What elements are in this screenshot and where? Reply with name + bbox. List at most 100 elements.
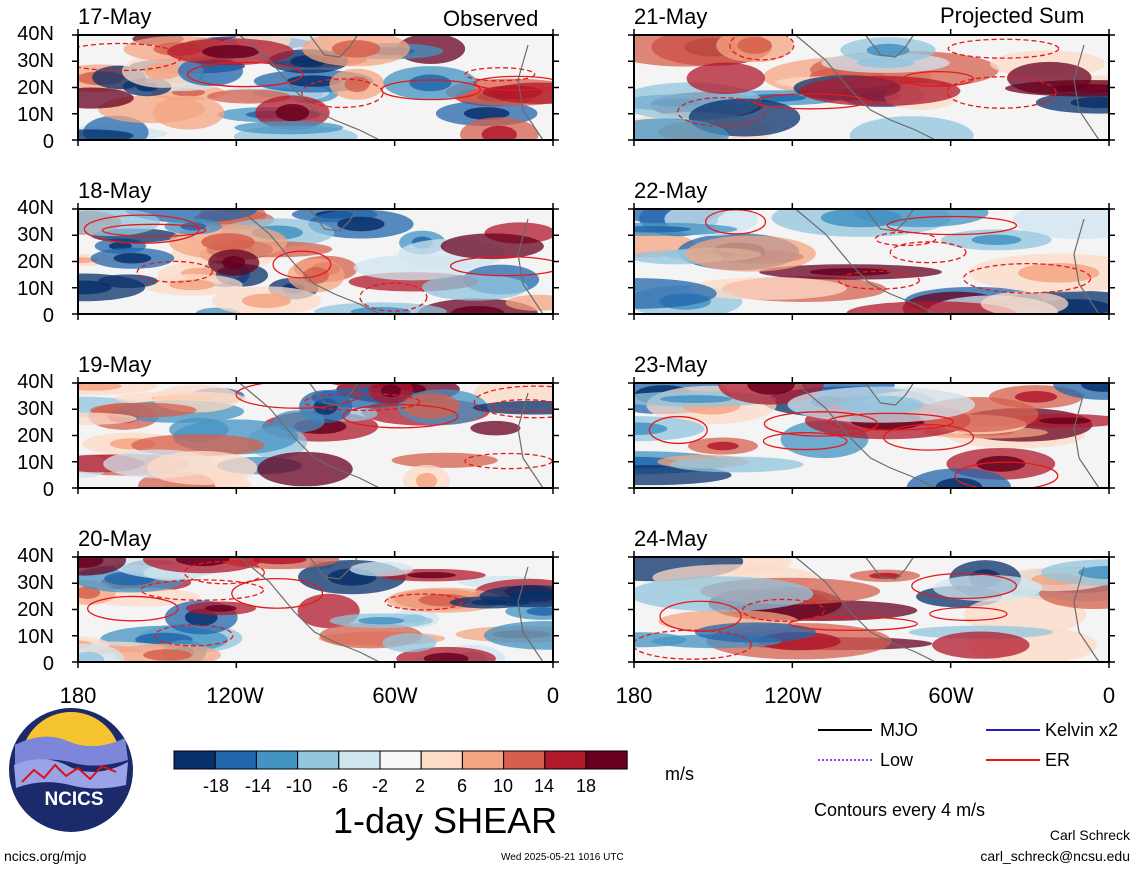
er-contour xyxy=(384,593,463,611)
er-contour xyxy=(886,215,1018,236)
lat-label: 30N xyxy=(17,398,54,420)
panel-date-20-may: 20-May xyxy=(78,526,152,551)
lat-label: 20N xyxy=(17,77,54,99)
lat-label: 10N xyxy=(17,104,54,126)
er-contour xyxy=(78,42,182,72)
er-contour xyxy=(648,415,708,445)
shear-panel xyxy=(78,209,553,314)
colorbar-swatch xyxy=(420,750,463,770)
colorbar-tick: 14 xyxy=(533,776,555,796)
er-contour xyxy=(911,572,1018,600)
colorbar-tick: -10 xyxy=(285,776,313,796)
coastline xyxy=(1073,566,1100,662)
coastline xyxy=(865,383,914,406)
coastline xyxy=(865,35,914,58)
coastline xyxy=(239,383,380,488)
lat-label: 10N xyxy=(17,278,54,300)
er-contour xyxy=(677,96,766,127)
er-contour xyxy=(183,560,265,585)
figure-title: 1-day SHEAR xyxy=(333,800,558,841)
lat-label: 30N xyxy=(17,50,54,72)
coastline xyxy=(239,557,380,662)
er-contour xyxy=(303,392,421,412)
er-contour xyxy=(342,403,459,429)
er-contour xyxy=(788,616,918,632)
projected-header: Projected Sum xyxy=(940,3,1085,28)
legend-label-kelvin: Kelvin x2 xyxy=(1045,720,1119,740)
colorbar-tick: -14 xyxy=(244,776,272,796)
er-contour xyxy=(301,78,384,109)
coastline xyxy=(795,557,936,662)
lat-label: 30N xyxy=(17,224,54,246)
panel-date-18-may: 18-May xyxy=(78,178,152,203)
footer-email: carl_schreck@ncsu.edu xyxy=(980,848,1130,864)
colorbar-tick: 10 xyxy=(492,776,514,796)
er-contour xyxy=(464,67,536,82)
lon-label-0-right: 0 xyxy=(1102,683,1116,708)
colorbar-swatch xyxy=(503,750,546,770)
er-contour xyxy=(634,629,752,660)
lat-label: 0 xyxy=(42,653,54,675)
colorbar-swatch xyxy=(255,750,299,770)
observed-header: Observed xyxy=(443,6,539,31)
er-contour xyxy=(946,76,1057,109)
coastline xyxy=(309,209,358,232)
lat-label: 20N xyxy=(17,425,54,447)
logo-text: NCICS xyxy=(44,789,104,810)
shear-panel xyxy=(78,35,553,140)
lon-label-0-left: 0 xyxy=(546,683,560,708)
er-contour xyxy=(883,423,975,451)
er-contour xyxy=(837,270,920,290)
lat-label: 40N xyxy=(17,197,54,219)
er-contour xyxy=(491,399,553,413)
lon-label-60w-right: 60W xyxy=(928,683,974,708)
colorbar-swatch xyxy=(544,750,587,770)
coastline xyxy=(239,35,380,140)
colorbar-swatch xyxy=(379,750,422,770)
colorbar-swatch xyxy=(297,750,340,770)
colorbar-tick: -2 xyxy=(371,776,389,796)
panel-date-17-may: 17-May xyxy=(78,4,152,29)
er-contour xyxy=(235,383,360,409)
lat-label: 20N xyxy=(17,251,54,273)
lat-label: 40N xyxy=(17,23,54,45)
lon-label-180-left: 180 xyxy=(59,683,97,708)
shear-panel xyxy=(634,209,1109,314)
legend-label-low: Low xyxy=(880,750,914,770)
ncics-logo xyxy=(9,708,133,832)
er-contour xyxy=(473,75,553,91)
lat-label: 0 xyxy=(42,479,54,501)
lat-label: 30N xyxy=(17,572,54,594)
er-contour xyxy=(902,70,974,87)
footer-timestamp: Wed 2025-05-21 1016 UTC xyxy=(501,852,624,863)
colorbar-tick: 2 xyxy=(414,776,426,796)
lat-label: 0 xyxy=(42,305,54,327)
lon-label-120w-right: 120W xyxy=(764,683,822,708)
er-contour xyxy=(741,598,825,622)
coastline xyxy=(309,383,358,406)
coastline xyxy=(309,35,358,58)
er-contour xyxy=(962,262,1092,294)
footer-url: ncics.org/mjo xyxy=(4,848,87,864)
er-contour xyxy=(763,411,879,437)
shear-panel xyxy=(634,383,1109,488)
colorbar-tick: -18 xyxy=(202,776,230,796)
colorbar-swatch xyxy=(214,750,257,770)
er-contour xyxy=(101,223,207,238)
er-contour xyxy=(83,214,200,244)
er-contour xyxy=(186,61,304,88)
panel-date-22-may: 22-May xyxy=(634,178,708,203)
er-contour xyxy=(889,241,967,264)
er-contour xyxy=(473,385,553,419)
er-contour xyxy=(231,577,324,609)
lat-label: 10N xyxy=(17,626,54,648)
colorbar-tick: 18 xyxy=(575,776,597,796)
coastline xyxy=(517,566,544,662)
shear-panel xyxy=(78,383,553,488)
coastline xyxy=(517,218,544,314)
er-contour xyxy=(874,231,937,247)
lon-label-120w-left: 120W xyxy=(206,683,264,708)
coastline xyxy=(239,209,380,314)
colorbar-tick: -6 xyxy=(331,776,349,796)
contour-note: Contours every 4 m/s xyxy=(814,800,986,820)
